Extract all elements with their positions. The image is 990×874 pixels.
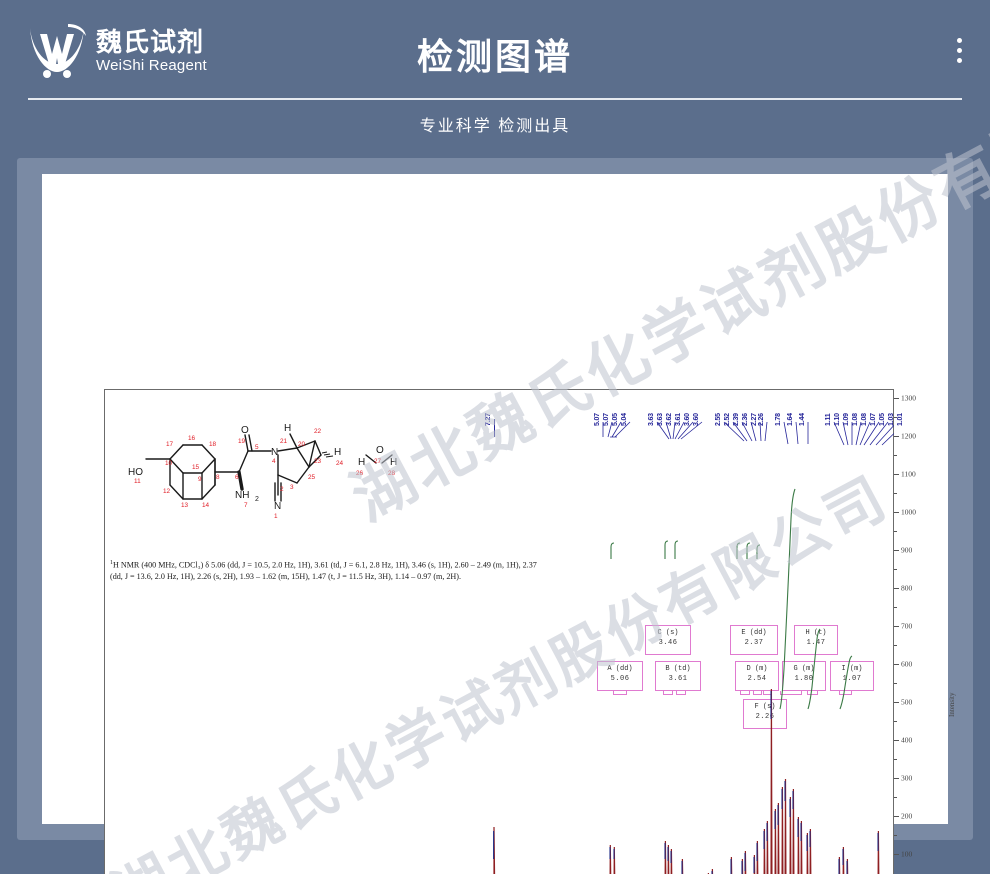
multiplet-box-B[interactable]: B (td) 3.61 [655, 661, 701, 691]
svg-text:11: 11 [134, 478, 141, 485]
peak-label: 1.01 [897, 413, 904, 426]
nmr-spectrum-plot: HO O N NH 2 N H H O H H [104, 389, 960, 874]
svg-text:20: 20 [298, 441, 306, 448]
kebab-menu-icon[interactable] [957, 38, 962, 63]
svg-text:N: N [274, 501, 281, 512]
svg-text:10: 10 [165, 460, 173, 467]
multiplet-tick-C [676, 691, 686, 695]
report-sheet: HO O N NH 2 N H H O H H [42, 174, 956, 874]
svg-text:6: 6 [235, 474, 239, 481]
spectrum-trace [493, 488, 880, 874]
y-tick-label: 300 [901, 773, 913, 783]
page-subtitle: 专业科学 检测出具 [419, 118, 571, 135]
svg-text:NH: NH [235, 490, 249, 501]
svg-text:N: N [271, 447, 278, 458]
page-title: 检测图谱 [416, 36, 573, 77]
nmr-superscript: 1 [110, 560, 113, 566]
multiplet-box-D[interactable]: D (m) 2.54 [735, 661, 779, 691]
weishi-w-logo-icon [30, 24, 86, 78]
svg-text:HO: HO [128, 467, 143, 478]
multiplet-tick-H [807, 691, 818, 695]
y-tick-label: 600 [901, 659, 913, 669]
page-header: 魏氏试剂 WeiShi Reagent 检测图谱 专业科学 检测出具 [0, 0, 990, 150]
svg-text:28: 28 [388, 470, 396, 477]
svg-text:2: 2 [280, 486, 284, 493]
svg-text:21: 21 [280, 438, 288, 445]
svg-text:O: O [241, 425, 249, 436]
svg-text:H: H [358, 457, 365, 468]
svg-text:18: 18 [209, 441, 217, 448]
svg-text:9: 9 [198, 476, 202, 483]
multiplet-box-E[interactable]: E (dd) 2.37 [730, 625, 778, 655]
multiplet-tick-I [839, 691, 852, 695]
multiplet-tick-B [663, 691, 673, 695]
kebab-dot [957, 48, 962, 53]
svg-text:2: 2 [255, 496, 259, 503]
multiplet-tick-E [753, 691, 762, 695]
y-tick-label: 1000 [901, 507, 916, 517]
svg-text:26: 26 [356, 470, 364, 477]
svg-text:O: O [376, 445, 384, 456]
multiplet-box-I[interactable]: I (m) 1.07 [830, 661, 874, 691]
nmr-assignment-text: 1H NMR (400 MHz, CDCl₃) δ 5.06 (dd, J = … [110, 559, 550, 583]
y-tick-label: 1300 [901, 393, 916, 403]
svg-text:16: 16 [188, 435, 196, 442]
svg-text:15: 15 [192, 464, 200, 471]
y-tick-label: 100 [901, 849, 913, 859]
svg-text:H: H [284, 423, 291, 434]
y-tick-label: 800 [901, 583, 913, 593]
svg-text:19: 19 [238, 438, 246, 445]
multiplet-box-C[interactable]: C (s) 3.46 [645, 625, 691, 655]
y-tick-label: 500 [901, 697, 913, 707]
multiplet-tick-D [740, 691, 750, 695]
svg-text:27: 27 [374, 458, 382, 465]
svg-text:5: 5 [255, 444, 259, 451]
svg-text:14: 14 [202, 502, 210, 509]
y-tick-label: 200 [901, 811, 913, 821]
svg-text:H: H [390, 457, 397, 468]
y-tick-label: 1100 [901, 469, 916, 479]
svg-text:24: 24 [336, 460, 344, 467]
multiplet-tick-G [780, 691, 802, 695]
y-tick-label: 400 [901, 735, 913, 745]
multiplet-tick-A [613, 691, 627, 695]
multiplet-box-F[interactable]: F (s) 2.26 [743, 699, 787, 729]
y-tick-label: 1200 [901, 431, 916, 441]
svg-text:22: 22 [314, 428, 322, 435]
svg-text:12: 12 [163, 488, 171, 495]
svg-text:25: 25 [308, 474, 316, 481]
peak-leader-lines [602, 421, 894, 446]
multiplet-box-G[interactable]: G (m) 1.80 [782, 661, 826, 691]
svg-text:4: 4 [272, 458, 276, 465]
svg-text:7: 7 [244, 502, 248, 509]
brand-logo: 魏氏试剂 WeiShi Reagent [26, 22, 207, 80]
svg-text:H: H [334, 447, 341, 458]
integral-curve-group [610, 488, 853, 710]
kebab-dot [957, 38, 962, 43]
svg-text:1: 1 [274, 513, 278, 520]
header-divider [28, 98, 962, 100]
multiplet-box-A[interactable]: A (dd) 5.06 [597, 661, 643, 691]
y-tick-label: 700 [901, 621, 913, 631]
svg-text:8: 8 [216, 474, 220, 481]
report-card: HO O N NH 2 N H H O H H [17, 158, 973, 874]
svg-text:17: 17 [166, 441, 174, 448]
y-tick-label: 900 [901, 545, 913, 555]
kebab-dot [957, 58, 962, 63]
svg-text:23: 23 [314, 458, 322, 465]
brand-name-cn: 魏氏试剂 [96, 27, 205, 57]
peak-trace-blue [493, 691, 879, 874]
peak-stem [494, 419, 495, 437]
svg-text:3: 3 [290, 484, 294, 491]
y-axis-title: Intensity [948, 692, 956, 718]
brand-name-en: WeiShi Reagent [96, 57, 207, 74]
peak-trace-red [493, 688, 880, 874]
svg-text:13: 13 [181, 502, 189, 509]
nmr-assignment-body: H NMR (400 MHz, CDCl₃) δ 5.06 (dd, J = 1… [110, 560, 537, 582]
saxagliptin-hydrate-structure: HO O N NH 2 N H H O H H [108, 403, 408, 543]
